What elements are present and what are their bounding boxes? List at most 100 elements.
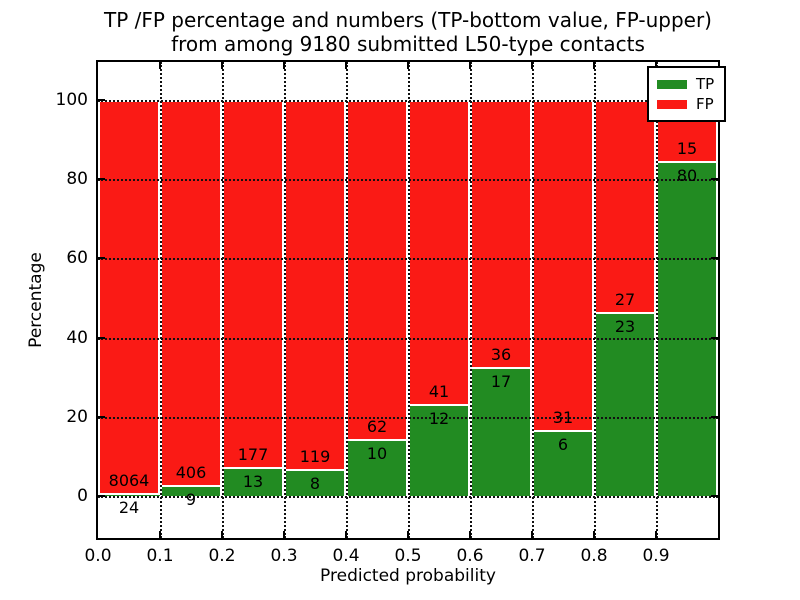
- bar-segment-tp: [408, 406, 470, 496]
- x-tick-bottom: [593, 531, 595, 538]
- x-tick-label: 0.2: [208, 546, 236, 566]
- annotation-tp-count: 10: [366, 443, 388, 463]
- x-axis-label: Predicted probability: [320, 566, 496, 586]
- gridline-vertical: [532, 62, 534, 538]
- x-tick-label: 0.1: [146, 546, 174, 566]
- gridline-horizontal: [98, 100, 718, 103]
- legend-row: FP: [657, 94, 714, 114]
- bar-segment-tp: [594, 313, 656, 496]
- y-tick-right: [711, 257, 718, 260]
- bar-segment-fp: [408, 100, 470, 407]
- x-tick-top: [221, 62, 223, 69]
- x-tick-top: [655, 62, 657, 69]
- legend-swatch-tp: [657, 79, 687, 89]
- gridline-vertical: [656, 62, 658, 538]
- x-tick-bottom: [221, 531, 223, 538]
- bar-segment-fp: [532, 100, 594, 432]
- bar-segment-tp: [222, 468, 284, 496]
- annotation-tp-count: 12: [428, 409, 450, 429]
- y-tick-left: [98, 99, 105, 102]
- gridline-vertical: [346, 62, 348, 538]
- bar-segment-fp: [470, 100, 532, 369]
- x-tick-label: 0.0: [84, 546, 112, 566]
- y-tick-right: [711, 415, 718, 418]
- annotation-tp-count: 13: [242, 471, 264, 491]
- annotation-tp-count: 24: [118, 497, 140, 517]
- x-tick-top: [407, 62, 409, 69]
- annotation-fp-count: 119: [299, 446, 331, 466]
- x-tick-bottom: [283, 531, 285, 538]
- bar-segment-fp: [98, 100, 160, 495]
- x-tick-bottom: [531, 531, 533, 538]
- chart-title-line1: TP /FP percentage and numbers (TP-bottom…: [104, 8, 712, 32]
- legend-label-fp: FP: [696, 95, 714, 113]
- annotation-fp-count: 177: [237, 444, 269, 464]
- gridline-vertical: [284, 62, 286, 538]
- annotation-fp-count: 36: [490, 344, 512, 364]
- chart-title-line2: from among 9180 submitted L50-type conta…: [171, 32, 645, 56]
- bar-segment-tp: [98, 494, 160, 496]
- annotation-tp-count: 80: [676, 165, 698, 185]
- gridline-horizontal: [98, 179, 718, 182]
- annotation-tp-count: 8: [309, 473, 321, 493]
- x-tick-bottom: [655, 531, 657, 538]
- x-tick-label: 0.9: [642, 546, 670, 566]
- y-tick-left: [98, 178, 105, 181]
- gridline-horizontal: [98, 337, 718, 340]
- y-tick-left: [98, 336, 105, 339]
- x-tick-label: 0.7: [518, 546, 546, 566]
- bar-segment-tp: [470, 368, 532, 496]
- x-tick-label: 0.8: [580, 546, 608, 566]
- bar-segment-tp: [656, 162, 718, 496]
- y-tick-right: [711, 178, 718, 181]
- legend-swatch-fp: [657, 99, 687, 109]
- gridline-horizontal: [98, 416, 718, 419]
- annotation-fp-count: 15: [676, 138, 698, 158]
- y-tick-label: 60: [66, 248, 88, 269]
- annotation-fp-count: 406: [175, 463, 207, 482]
- bar-segment-fp: [284, 100, 346, 471]
- annotation-fp-count: 27: [614, 289, 636, 309]
- gridline-vertical: [408, 62, 410, 538]
- y-tick-label: 40: [66, 327, 88, 348]
- x-tick-label: 0.3: [270, 546, 298, 566]
- annotation-tp-count: 6: [557, 434, 569, 454]
- x-tick-label: 0.4: [332, 546, 360, 566]
- annotation-fp-count: 31: [552, 407, 574, 427]
- annotation-fp-count: 8064: [108, 470, 150, 490]
- x-tick-top: [593, 62, 595, 69]
- y-tick-right: [711, 494, 718, 497]
- y-tick-label: 0: [77, 485, 88, 506]
- bar-segment-fp: [160, 100, 222, 487]
- annotation-tp-count: 9: [185, 490, 197, 509]
- gridline-vertical: [222, 62, 224, 538]
- x-tick-top: [159, 62, 161, 69]
- annotation-tp-count: 17: [490, 371, 512, 391]
- gridline-vertical: [160, 62, 162, 538]
- bar-segment-tp: [346, 440, 408, 496]
- bar-segment-fp: [346, 100, 408, 441]
- gridline-vertical: [470, 62, 472, 538]
- legend-row: TP: [657, 74, 714, 94]
- plot-area: 8064 24 406 9 177 13 119 8 62 10 41 12 36 17 31 6 27 23 15…: [96, 60, 720, 540]
- bar-segment-fp: [222, 100, 284, 469]
- plot-inner: 8064 24 406 9 177 13 119 8 62 10 41 12 36 17 31 6 27 23 15…: [98, 62, 718, 538]
- annotation-tp-count: 23: [614, 316, 636, 336]
- bar-segment-tp: [532, 431, 594, 496]
- gridline-horizontal: [98, 495, 718, 498]
- y-tick-label: 20: [66, 406, 88, 427]
- y-tick-label: 100: [55, 90, 88, 111]
- x-tick-label: 0.5: [394, 546, 422, 566]
- x-tick-top: [531, 62, 533, 69]
- y-tick-left: [98, 494, 105, 497]
- x-tick-bottom: [469, 531, 471, 538]
- y-tick-right: [711, 336, 718, 339]
- x-tick-top: [345, 62, 347, 69]
- y-tick-left: [98, 415, 105, 418]
- x-tick-top: [283, 62, 285, 69]
- legend: TP FP: [647, 66, 727, 122]
- x-tick-bottom: [407, 531, 409, 538]
- x-tick-bottom: [345, 531, 347, 538]
- y-tick-label: 80: [66, 169, 88, 190]
